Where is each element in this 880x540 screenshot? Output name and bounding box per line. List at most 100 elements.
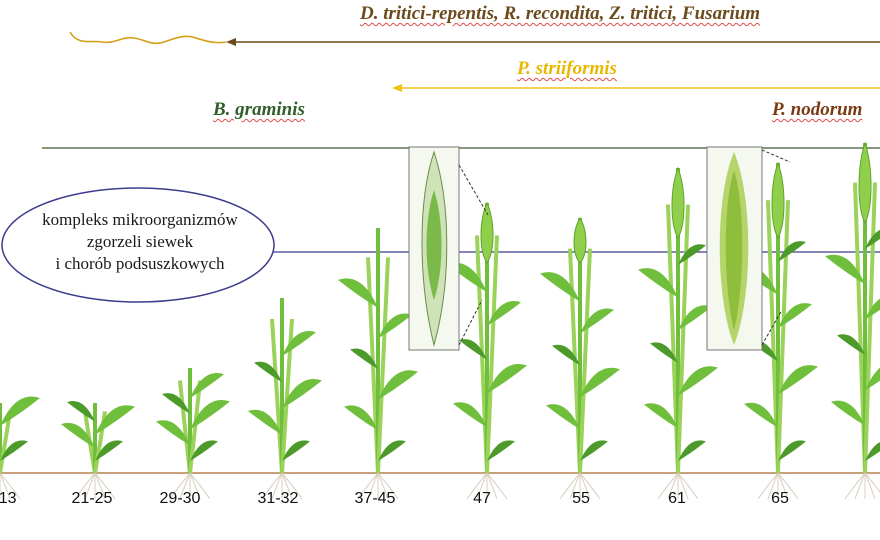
plant-root	[169, 472, 191, 500]
inset-boot-stage	[408, 146, 489, 351]
ellipse-label-line2: zgorzeli siewek	[86, 232, 194, 251]
plant-root	[579, 472, 601, 500]
plant-root	[854, 472, 866, 500]
plant-root	[667, 472, 679, 500]
plant-root	[777, 472, 789, 500]
plant-stem	[776, 200, 790, 474]
plant-leaf	[0, 440, 28, 461]
right-pathogen-label: P. nodorum	[772, 99, 863, 120]
plant-leaf	[459, 339, 487, 360]
plant-leaf	[865, 442, 880, 461]
plant-leaf	[67, 401, 95, 422]
plant-stem	[578, 248, 592, 474]
plant-leaf	[95, 440, 123, 461]
plant-leaf	[487, 364, 527, 394]
microorganism-ellipse	[1, 187, 275, 303]
plant-leaf	[61, 422, 95, 448]
plant-leaf	[825, 254, 865, 285]
plant-root	[677, 472, 689, 500]
stage-label: 61	[668, 490, 686, 507]
plant-leaf	[350, 348, 378, 370]
plant-leaf	[638, 268, 678, 298]
plant-root	[261, 472, 283, 500]
plant-ear	[671, 166, 685, 240]
plant-illustrations	[0, 141, 880, 500]
top-pathogen-label: D. tritici-repentis, R. recondita, Z. tr…	[360, 3, 761, 24]
plant-root	[84, 472, 96, 500]
plant-leaf	[580, 367, 620, 398]
plant-leaf	[378, 370, 418, 400]
plant-leaf	[678, 305, 712, 331]
plant-root	[74, 472, 96, 500]
plant-leaf	[190, 372, 224, 398]
plant-leaf	[190, 440, 218, 461]
stage-label: 65	[771, 490, 789, 507]
plant-root	[94, 472, 106, 500]
plant-leaf	[190, 400, 230, 430]
plant-leaf	[0, 396, 40, 426]
plant-leaf	[95, 405, 135, 435]
plant-root	[94, 472, 116, 500]
plant-root	[844, 472, 866, 500]
top-arrow-head	[226, 38, 236, 46]
plant-root	[757, 472, 779, 500]
plant-ear	[858, 141, 872, 225]
plant-leaf	[378, 313, 412, 339]
plant-root	[486, 472, 498, 500]
plant-ear	[771, 161, 785, 240]
plant-leaf	[831, 400, 865, 426]
ellipse-label-line3: i chorób podsuszkowych	[55, 254, 225, 273]
middle-pathogen-label: P. striiformis	[517, 58, 617, 79]
plant-leaf	[865, 367, 880, 391]
plant-root	[377, 472, 389, 500]
plant-leaf	[580, 308, 614, 334]
plant-root	[677, 472, 699, 500]
plant-root	[367, 472, 379, 500]
plant-root	[767, 472, 779, 500]
stage-label: -13	[0, 490, 17, 507]
plant-stem	[376, 257, 390, 474]
plant-leaf	[837, 334, 865, 355]
plant-root	[864, 472, 880, 493]
plant-root	[281, 472, 293, 500]
plant-stem	[280, 318, 294, 474]
plant-leaf	[487, 300, 521, 326]
plant-root	[657, 472, 679, 500]
plant-leaf	[778, 303, 812, 329]
plant-leaf	[678, 440, 706, 461]
plant-stem	[676, 204, 690, 474]
plant-root	[777, 472, 799, 500]
plant-leaf	[546, 404, 580, 430]
left-pathogen-label: B. graminis	[213, 99, 305, 120]
plant-root	[377, 472, 399, 500]
plant-leaf	[487, 440, 515, 461]
stage-label: 55	[572, 490, 590, 507]
plant-root	[357, 472, 379, 500]
plant-root	[0, 472, 11, 500]
ellipse-label-line1: kompleks mikroorganizmów	[42, 210, 238, 229]
plant-leaf	[552, 344, 580, 366]
middle-arrow-head	[392, 84, 402, 92]
stage-label: 31-32	[257, 490, 299, 507]
plant-leaf	[248, 409, 282, 435]
plant-leaf	[865, 298, 880, 320]
plant-leaf	[678, 244, 706, 265]
plant-leaf	[162, 393, 190, 414]
plant-leaf	[778, 365, 818, 395]
plant-leaf	[865, 230, 880, 249]
plant-stem	[863, 182, 877, 474]
plant-root	[476, 472, 488, 500]
stage-label: 21-25	[71, 490, 113, 507]
plant-root	[189, 472, 211, 500]
plant-leaf	[540, 272, 580, 302]
plant-leaf	[282, 440, 310, 461]
plant-leaf	[156, 420, 190, 446]
plant-root	[466, 472, 488, 500]
plant-stem	[93, 411, 107, 474]
plant-ear	[480, 201, 494, 264]
stage-label: 37-45	[354, 490, 396, 507]
plant-root	[281, 472, 303, 500]
plant-leaf	[344, 405, 378, 431]
plant-stem	[485, 235, 499, 474]
